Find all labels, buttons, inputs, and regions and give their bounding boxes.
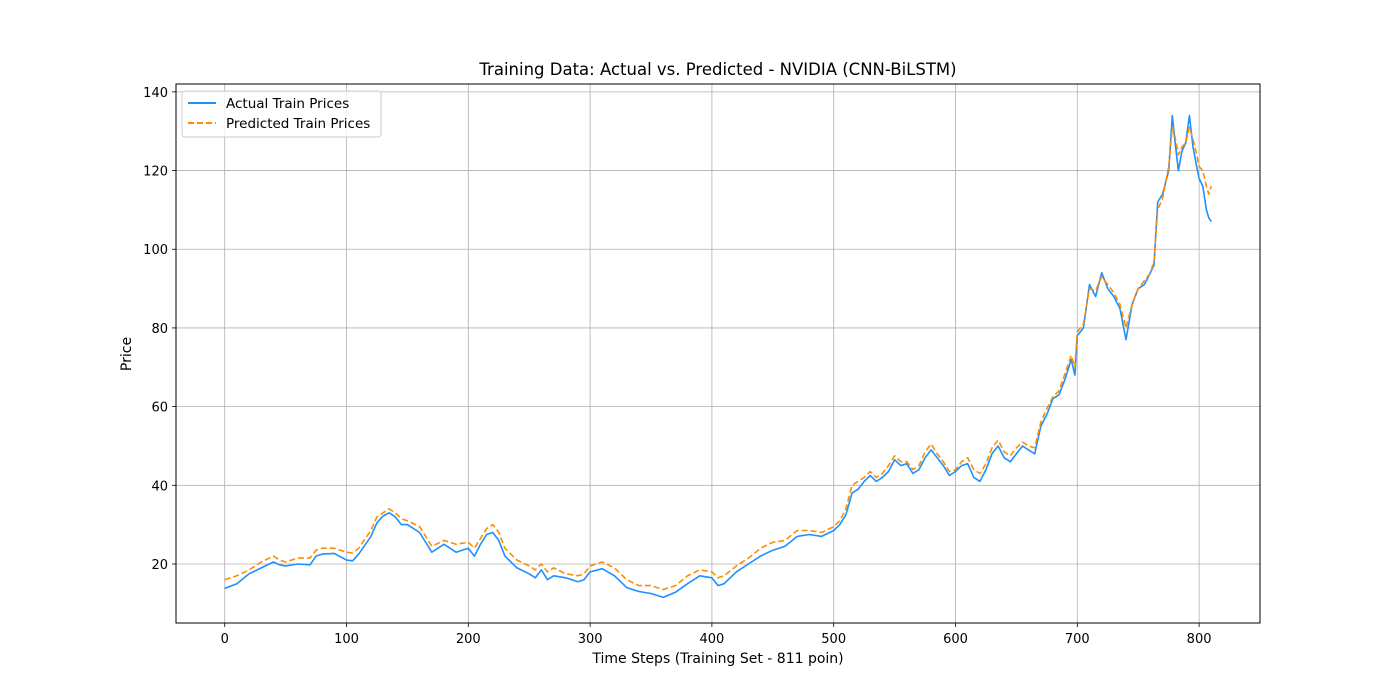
y-axis-label: Price: [119, 337, 135, 371]
y-tick-label: 40: [151, 479, 168, 494]
chart-title: Training Data: Actual vs. Predicted - NV…: [478, 60, 956, 79]
y-tick-label: 120: [143, 165, 168, 180]
predicted-series-line: [224, 126, 1213, 591]
actual-series-line: [224, 114, 1212, 599]
plot-area-frame: [175, 83, 1261, 624]
x-tick-label: 500: [821, 632, 846, 647]
x-tick-label: 700: [1065, 632, 1090, 647]
x-tick-label: 300: [578, 632, 603, 647]
y-tick-label: 60: [151, 401, 168, 416]
x-axis: 0 100 200 300 400 500 600 700 800: [221, 623, 1212, 647]
x-tick-label: 600: [943, 632, 968, 647]
grid: [176, 84, 1260, 623]
legend: Actual Train Prices Predicted Train Pric…: [181, 90, 382, 138]
x-tick-label: 0: [221, 632, 229, 647]
x-axis-label: Time Steps (Training Set - 811 poin): [591, 651, 843, 667]
series-layer: [224, 114, 1213, 599]
legend-label-actual: Actual Train Prices: [226, 96, 349, 112]
x-tick-label: 800: [1187, 632, 1212, 647]
legend-label-predicted: Predicted Train Prices: [226, 116, 370, 132]
y-axis: 20 40 60 80 100 120 140: [143, 86, 176, 573]
y-tick-label: 20: [151, 558, 168, 573]
y-tick-label: 140: [143, 86, 168, 101]
legend-box: [181, 90, 382, 138]
x-tick-label: 200: [456, 632, 481, 647]
y-tick-label: 100: [143, 243, 168, 258]
x-tick-label: 100: [334, 632, 359, 647]
y-tick-label: 80: [151, 322, 168, 337]
x-tick-label: 400: [699, 632, 724, 647]
